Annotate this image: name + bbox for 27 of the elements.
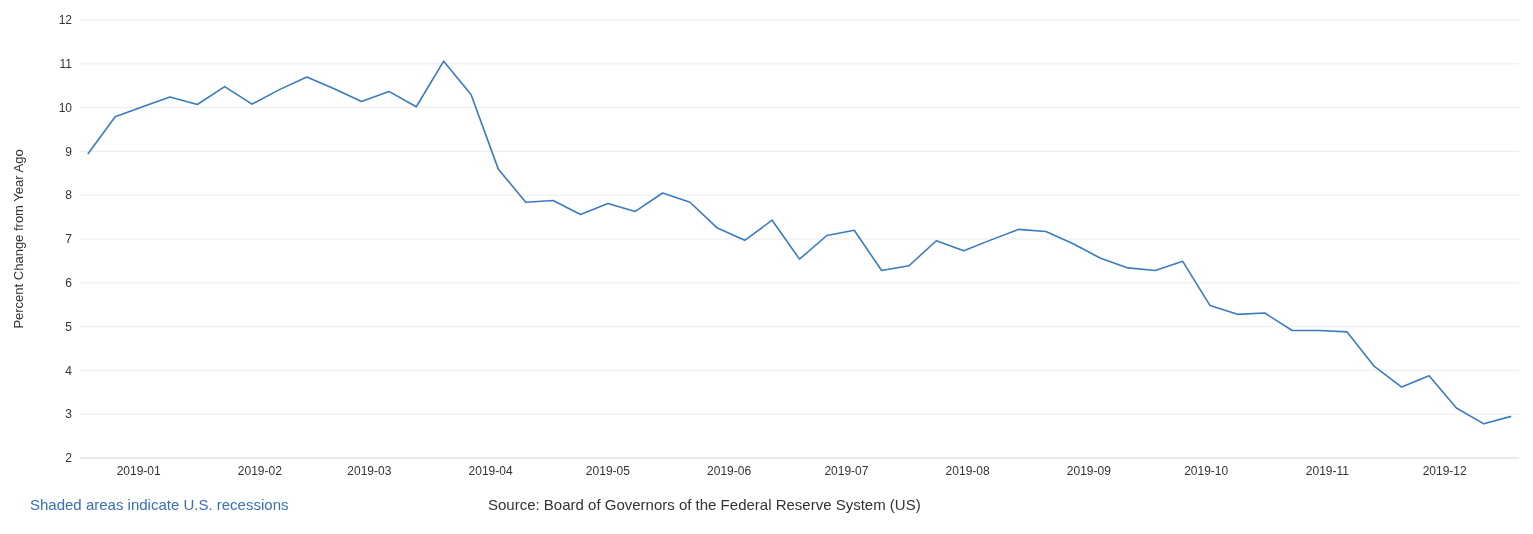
- x-tick-label: 2019-10: [1184, 463, 1229, 478]
- y-tick-label: 10: [58, 100, 73, 115]
- x-tick-label: 2019-07: [824, 463, 869, 478]
- text: Shaded areas indicate U.S. recessions: [30, 496, 289, 513]
- y-tick-label: 7: [65, 232, 73, 247]
- x-tick-label: 2019-03: [347, 463, 392, 478]
- x-tick-label: 2019-05: [585, 463, 631, 478]
- y-tick-label: 12: [58, 13, 73, 28]
- line-series: [87, 60, 1512, 425]
- y-tick-label: 6: [65, 276, 73, 291]
- y-tick-label: 11: [59, 57, 73, 72]
- source-note: Source: Board of Governors of the Federal Reserve System (US): [488, 496, 921, 513]
- x-tick-label: 2019-04: [468, 463, 513, 478]
- x-tick-label: 2019-08: [945, 463, 990, 478]
- x-tick-label: 2019-11: [1305, 463, 1350, 478]
- y-tick-label: 3: [65, 407, 73, 422]
- x-tick-label: 2019-12: [1422, 463, 1468, 478]
- y-tick-label: 8: [65, 188, 73, 203]
- x-tick-label: 2019-02: [237, 463, 283, 478]
- y-tick-label: 5: [65, 319, 73, 334]
- y-tick-label: 4: [65, 363, 73, 378]
- y-tick-label: 9: [65, 144, 73, 159]
- y-tick-label: 2: [65, 451, 73, 466]
- y-axis-title: Percent Change from Year Ago: [10, 149, 26, 329]
- x-tick-label: 2019-06: [707, 463, 752, 478]
- x-tick-label: 2019-09: [1066, 463, 1112, 478]
- x-tick-label: 2019-01: [116, 463, 161, 478]
